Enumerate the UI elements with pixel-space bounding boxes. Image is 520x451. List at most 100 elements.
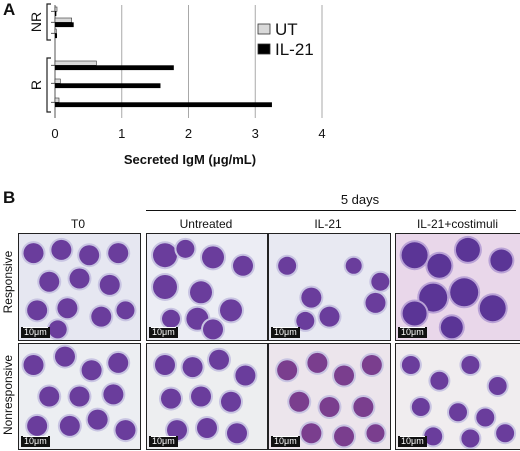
micrograph: 10μm	[18, 233, 141, 341]
cell-nucleus	[319, 306, 340, 327]
cell-nucleus	[233, 255, 253, 276]
scale-bar: 10μm	[21, 327, 50, 338]
cell-nucleus	[401, 356, 420, 374]
cell-nucleus	[162, 309, 180, 328]
legend-label: UT	[275, 20, 298, 39]
cell-nucleus	[115, 420, 136, 441]
cell-nucleus	[54, 346, 75, 367]
cell-nucleus	[401, 242, 428, 269]
x-tick-label: 3	[252, 126, 259, 141]
timepoint-bracket	[146, 210, 516, 211]
cell-nucleus	[411, 398, 430, 416]
cell-nucleus	[365, 292, 386, 313]
micrograph-cells	[151, 237, 255, 340]
micrograph: 10μm	[395, 343, 520, 450]
cell-nucleus	[334, 426, 355, 447]
cell-nucleus	[209, 349, 229, 370]
cell-nucleus	[167, 420, 187, 441]
x-tick-label: 2	[185, 126, 192, 141]
group-bracket	[46, 57, 51, 113]
panel-b-label: B	[3, 188, 16, 207]
column-label-untreated: Untreated	[179, 217, 233, 231]
cell-nucleus	[155, 355, 175, 375]
bar-il21	[55, 102, 272, 108]
cell-nucleus	[91, 306, 112, 327]
scale-bar: 10μm	[21, 436, 50, 447]
cell-nucleus	[278, 256, 297, 275]
cell-nucleus	[427, 253, 452, 278]
cell-nucleus	[51, 239, 72, 260]
cell-nucleus	[103, 384, 124, 405]
cell-nucleus	[59, 415, 80, 436]
bar-il21	[55, 65, 174, 71]
cell-nucleus	[424, 427, 443, 446]
cell-nucleus	[488, 377, 507, 395]
cell-nucleus	[345, 257, 362, 274]
cell-nucleus	[307, 352, 328, 373]
x-axis-title: Secreted IgM (μg/mL)	[123, 152, 257, 167]
bar-ut	[54, 17, 72, 23]
cell-nucleus	[440, 316, 463, 339]
timepoint-label: 5 days	[340, 192, 380, 207]
cell-nucleus	[190, 281, 212, 304]
cell-nucleus	[87, 409, 108, 430]
legend-swatch	[257, 23, 271, 35]
cell-nucleus	[371, 272, 390, 291]
cell-nucleus	[353, 397, 374, 417]
cell-nucleus	[39, 386, 60, 407]
bar-ut	[54, 6, 58, 12]
cell-nucleus	[449, 403, 467, 422]
chart-bars	[54, 6, 272, 108]
bar-ut	[54, 60, 97, 66]
cell-nucleus	[334, 365, 355, 386]
micrograph-cells	[399, 235, 515, 340]
x-tick-label: 4	[318, 126, 325, 141]
bar-il21	[55, 11, 57, 17]
micrograph-cells	[21, 344, 138, 443]
cell-nucleus	[182, 357, 203, 378]
cell-nucleus	[39, 271, 60, 292]
cell-nucleus	[27, 415, 48, 436]
cell-nucleus	[197, 418, 217, 438]
cell-nucleus	[402, 301, 427, 326]
bar-il21	[55, 33, 58, 39]
group-label: NR	[28, 12, 44, 32]
cell-nucleus	[430, 371, 449, 390]
cell-nucleus	[27, 300, 48, 321]
cell-nucleus	[176, 239, 195, 258]
legend-label: IL-21	[275, 40, 314, 59]
bar-ut	[54, 97, 60, 103]
cell-nucleus	[301, 287, 322, 308]
group-bracket	[46, 3, 51, 41]
cell-nucleus	[79, 245, 100, 266]
cell-nucleus	[69, 386, 90, 407]
cell-nucleus	[301, 423, 322, 444]
bar-ut	[54, 28, 57, 34]
cell-nucleus	[277, 360, 298, 381]
cell-nucleus	[153, 243, 177, 268]
micrograph: 10μm	[268, 343, 391, 450]
micrograph: 10μm	[395, 233, 520, 341]
cell-nucleus	[153, 275, 177, 299]
cell-nucleus	[319, 397, 340, 417]
cell-nucleus	[289, 391, 310, 412]
cell-nucleus	[23, 243, 44, 264]
row-label-responsive: Responsive	[1, 250, 15, 314]
scale-bar: 10μm	[149, 436, 178, 447]
cell-nucleus	[419, 283, 448, 312]
cell-nucleus	[366, 424, 385, 443]
scale-bar: 10μm	[271, 436, 300, 447]
cell-nucleus	[99, 274, 120, 295]
cell-nucleus	[191, 386, 211, 407]
scale-bar: 10μm	[398, 327, 427, 338]
cell-nucleus	[161, 388, 181, 409]
cell-nucleus	[479, 295, 506, 322]
scale-bar: 10μm	[149, 327, 178, 338]
micrograph-cells	[399, 354, 517, 449]
cell-nucleus	[450, 278, 479, 307]
cell-nucleus	[48, 320, 67, 339]
cell-nucleus	[221, 391, 241, 412]
micrograph-cells	[276, 254, 390, 332]
cell-nucleus	[476, 408, 495, 427]
